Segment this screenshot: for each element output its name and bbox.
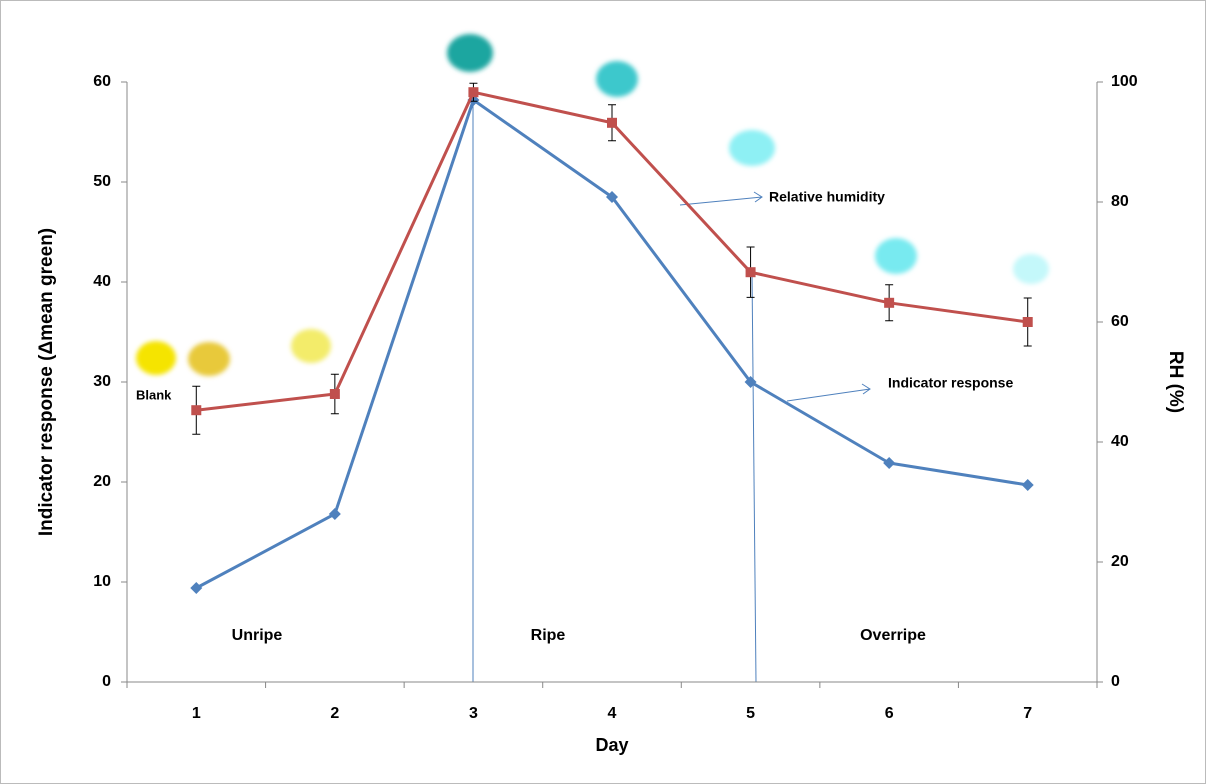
y2-tick-label: 40 <box>1111 433 1129 450</box>
x-tick-label: 7 <box>1023 705 1032 722</box>
y-tick-label: 30 <box>93 373 111 390</box>
x-tick-label: 6 <box>885 705 894 722</box>
x-tick-label: 3 <box>469 705 478 722</box>
chart: Relative humidity Indicator response Bla… <box>0 0 1206 784</box>
y-tick-label: 0 <box>102 673 111 690</box>
marker <box>191 405 201 415</box>
marker <box>746 267 756 277</box>
annotation: Ripe <box>531 627 566 644</box>
x-tick-label: 1 <box>192 705 201 722</box>
y2-tick-label: 100 <box>1111 73 1138 90</box>
legend-label: Indicator response <box>888 375 1013 391</box>
marker <box>468 87 478 97</box>
x-tick-label: 2 <box>330 705 339 722</box>
y2-tick-label: 80 <box>1111 193 1129 210</box>
x-axis-title: Day <box>595 735 628 755</box>
annotation: Overripe <box>860 627 926 644</box>
legend-label: Relative humidity <box>769 189 885 205</box>
y-tick-label: 40 <box>93 273 111 290</box>
y2-tick-label: 20 <box>1111 553 1129 570</box>
x-tick-label: 5 <box>746 705 755 722</box>
x-tick-label: 4 <box>608 705 617 722</box>
y2-tick-label: 60 <box>1111 313 1129 330</box>
marker <box>1023 317 1033 327</box>
marker <box>884 298 894 308</box>
y2-axis-title: RH (%) <box>1165 351 1186 413</box>
y-tick-label: 60 <box>93 73 111 90</box>
annotation: Unripe <box>232 627 283 644</box>
marker <box>607 118 617 128</box>
y-tick-label: 50 <box>93 173 111 190</box>
y-tick-label: 10 <box>93 573 111 590</box>
y-axis-title: Indicator response (Δmean green) <box>36 228 57 536</box>
y2-tick-label: 0 <box>1111 673 1120 690</box>
frame <box>1 1 1206 784</box>
annotation: Blank <box>136 387 172 402</box>
y-tick-label: 20 <box>93 473 111 490</box>
marker <box>330 389 340 399</box>
